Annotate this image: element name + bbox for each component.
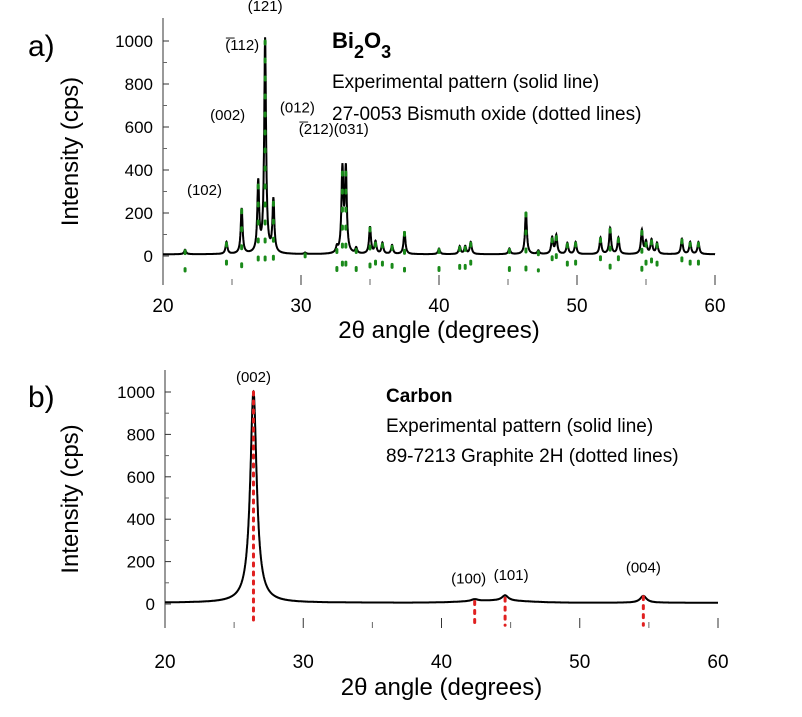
y-tick-label: 800 [125,75,153,94]
x-tick-label: 50 [569,652,590,673]
y-tick-label: 600 [127,468,155,487]
peak-label: (̅212)(031) [299,121,369,138]
panel-label: a) [28,30,55,63]
x-tick-label: 30 [290,296,311,317]
x-tick-label: 20 [152,296,173,317]
x-axis-label: 2θ angle (degrees) [341,674,542,701]
legend-text: Experimental pattern (solid line) [332,72,599,93]
peak-label: (002) [210,107,245,124]
peak-label: (012) [280,99,315,116]
chart-title: Carbon [386,386,453,407]
y-tick-label: 600 [125,118,153,137]
y-tick-label: 0 [146,595,155,614]
x-tick-label: 30 [293,652,314,673]
y-tick-label: 200 [125,204,153,223]
y-tick-label: 400 [127,510,155,529]
y-tick-label: 800 [127,425,155,444]
x-tick-label: 60 [704,296,725,317]
peak-label: (̅112) [225,37,259,54]
y-tick-label: 0 [144,247,153,266]
y-tick-label: 1000 [117,383,155,402]
peak-label: (̅121) [248,0,283,15]
x-axis-label: 2θ angle (degrees) [338,317,539,344]
legend-text: Experimental pattern (solid line) [386,416,653,437]
chart-title: Bi2O3 [332,28,391,62]
panel-b: b) 0 200 400 600 800 1000 20 30 40 50 60 2θ angle (d… [28,369,729,701]
y-tick-label: 200 [127,553,155,572]
peak-label: (101) [494,567,529,584]
panel-a: a) 0 200 400 600 800 1000 20 30 40 50 60 2θ angle (d… [28,0,726,344]
x-tick-label: 40 [428,296,449,317]
peak-label: (004) [626,560,661,577]
experimental-pattern-line [163,37,716,256]
x-tick-label: 50 [566,296,587,317]
legend-text: 27-0053 Bismuth oxide (dotted lines) [332,104,641,125]
peak-label: (102) [187,182,222,199]
x-tick-label: 40 [431,652,452,673]
x-tick-label: 20 [154,652,175,673]
y-tick-label: 400 [125,161,153,180]
y-axis-label: Intensity (cps) [57,77,84,226]
y-tick-label: 1000 [115,32,153,51]
legend-text: 89-7213 Graphite 2H (dotted lines) [386,446,679,467]
x-tick-label: 60 [707,652,728,673]
peak-label: (002) [236,369,271,386]
peak-label: (100) [451,570,486,587]
experimental-pattern-line [165,389,718,604]
panel-label: b) [28,381,55,414]
y-axis-label: Intensity (cps) [57,424,84,573]
